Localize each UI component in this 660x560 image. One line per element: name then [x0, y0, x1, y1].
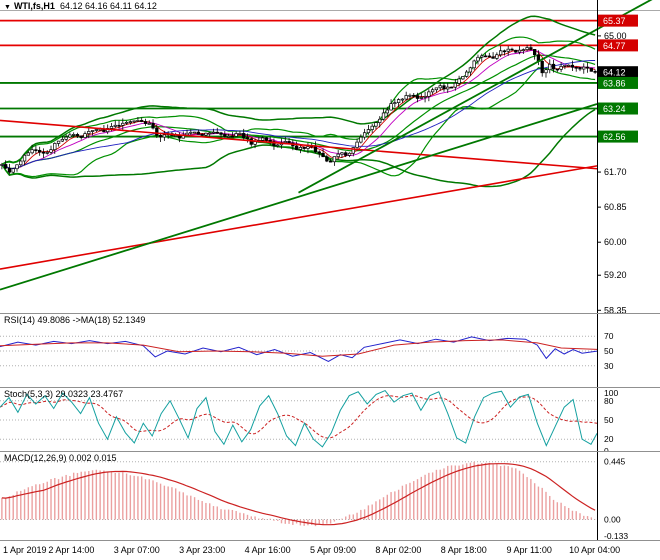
rsi-axis-label: 70: [604, 331, 614, 341]
rsi-indicator-panel[interactable]: 70 50 30 RSI(14) 49.8086 ->MA(18) 52.1349: [0, 314, 660, 388]
time-axis-label: 10 Apr 04:00: [569, 545, 621, 555]
support-badge-label: 63.86: [603, 78, 626, 88]
resistance-badge-label: 64.77: [603, 41, 626, 51]
macd-indicator-panel[interactable]: 0.445 0.00 -0.133 MACD(12,26,9) 0.002 0.01…: [0, 452, 660, 541]
time-axis-label: 2 Apr 14:00: [48, 545, 95, 555]
macd-chart-canvas[interactable]: 0.445 0.00 -0.133: [0, 452, 660, 541]
main-chart-canvas[interactable]: 65.00 61.70 60.85 60.00 59.20 58.35 65.37 64.77…: [0, 0, 660, 314]
support-badge-label: 62.56: [603, 132, 626, 142]
stochastic-axis-label: 50: [604, 415, 614, 425]
time-axis-label: 4 Apr 16:00: [244, 545, 291, 555]
current-price-badge-label: 64.12: [603, 68, 626, 78]
current-price-badge: [598, 66, 638, 79]
time-axis: 1 Apr 2019 2 Apr 14:00 3 Apr 07:00 3 Apr 23…: [0, 541, 660, 560]
rsi-axis-label: 30: [604, 361, 614, 371]
macd-axis-label: 0.00: [604, 515, 621, 525]
rsi-ma-line: [0, 339, 598, 357]
stochastic-main-line: [0, 389, 598, 448]
price-axis-label: 65.00: [604, 31, 627, 41]
time-axis-label: 3 Apr 07:00: [113, 545, 160, 555]
steep-ascending-green-trendline: [298, 0, 653, 194]
price-axis-label: 60.85: [604, 202, 627, 212]
rsi-chart-canvas[interactable]: 70 50 30: [0, 314, 660, 388]
time-axis-label: 9 Apr 11:00: [506, 545, 552, 555]
support-badge: [598, 102, 638, 115]
stochastic-axis-label: 100: [604, 388, 618, 398]
stochastic-axis-label: 20: [604, 434, 614, 444]
descending-red-trendline: [0, 119, 598, 170]
stochastic-signal-line: [0, 395, 598, 439]
support-badge: [598, 130, 638, 143]
time-axis-label: 3 Apr 23:00: [179, 545, 226, 555]
support-badge-label: 63.24: [603, 104, 626, 114]
time-axis-label: 1 Apr 2019: [3, 545, 47, 555]
main-price-panel[interactable]: 65.00 61.70 60.85 60.00 59.20 58.35 65.37 64.77…: [0, 0, 660, 314]
price-axis-label: 61.70: [604, 167, 627, 177]
price-axis-label: 58.35: [604, 305, 627, 314]
price-axis-label: 60.00: [604, 237, 627, 247]
stochastic-axis-label: 80: [604, 396, 614, 406]
macd-axis-label: 0.445: [604, 457, 626, 467]
stochastic-indicator-panel[interactable]: 100 80 50 20 0 Stoch(5,3,3) 29.0323 23.4767: [0, 388, 660, 452]
time-axis-label: 8 Apr 02:00: [375, 545, 422, 555]
rsi-axis-label: 50: [604, 346, 614, 356]
symbol-dropdown-icon[interactable]: ▼: [4, 4, 11, 11]
resistance-badge: [598, 39, 638, 52]
macd-signal-line: [1, 463, 596, 526]
resistance-badge: [598, 14, 638, 27]
stochastic-axis-label: 0: [604, 446, 609, 452]
support-badge: [598, 76, 638, 89]
ascending-green-trendline: [0, 103, 598, 291]
time-axis-label: 8 Apr 18:00: [440, 545, 487, 555]
price-axis-label: 59.20: [604, 270, 627, 280]
ascending-red-trendline: [0, 165, 598, 270]
macd-axis-label: -0.133: [604, 531, 628, 541]
time-axis-label: 5 Apr 09:00: [309, 545, 357, 555]
resistance-badge-label: 65.37: [603, 16, 626, 26]
